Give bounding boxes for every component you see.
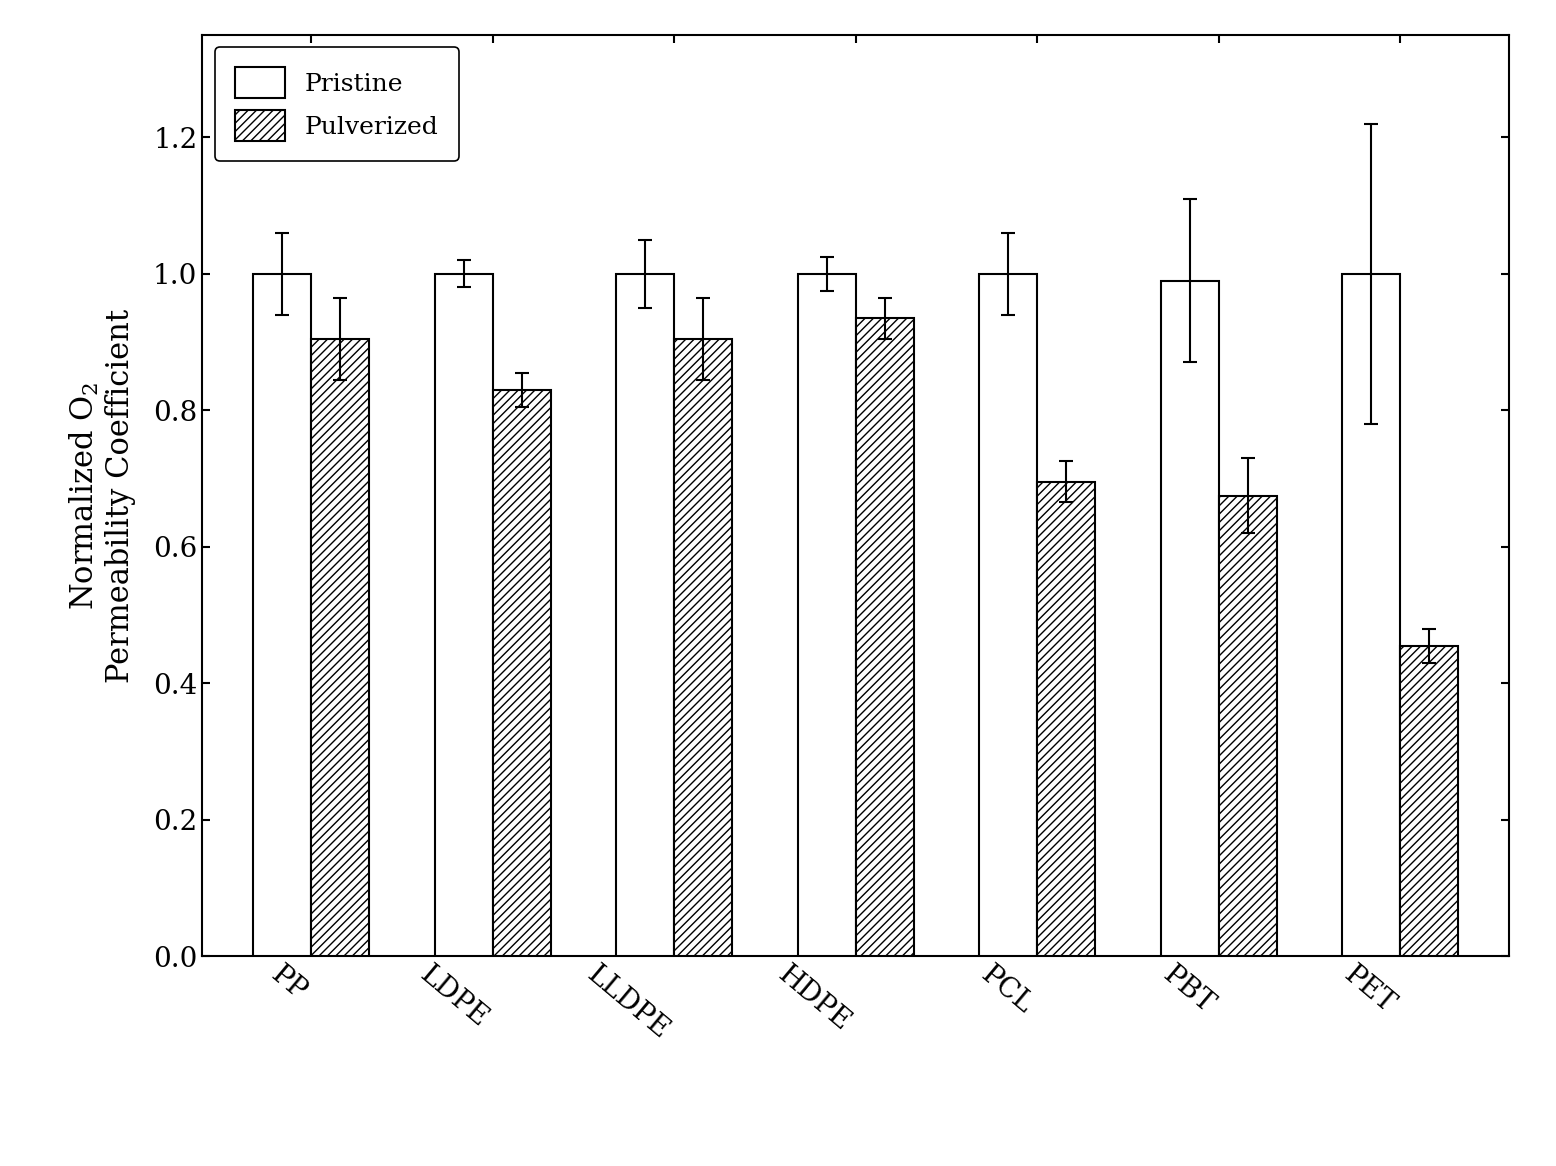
Bar — [616, 274, 674, 956]
Bar — [1400, 646, 1458, 956]
Bar — [798, 274, 856, 956]
Bar — [1038, 482, 1095, 956]
Bar — [1343, 274, 1400, 956]
Y-axis label: Normalized O$_2$
Permeability Coefficient: Normalized O$_2$ Permeability Coefficien… — [67, 309, 137, 682]
Bar — [311, 338, 369, 956]
Bar — [1218, 496, 1277, 956]
Bar — [1161, 281, 1218, 956]
Bar — [254, 274, 311, 956]
Bar — [979, 274, 1038, 956]
Bar — [674, 338, 733, 956]
Legend: Pristine, Pulverized: Pristine, Pulverized — [215, 48, 459, 161]
Bar — [856, 318, 913, 956]
Bar — [493, 389, 551, 956]
Bar — [434, 274, 493, 956]
